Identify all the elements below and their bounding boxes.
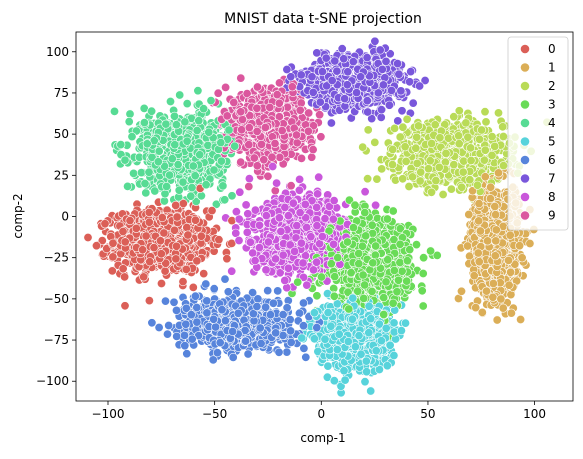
data-point-6 xyxy=(172,331,182,341)
data-point-6 xyxy=(301,352,311,362)
data-point-4 xyxy=(110,106,120,116)
data-point-6 xyxy=(154,322,164,332)
data-point-7 xyxy=(420,76,430,86)
data-point-8 xyxy=(235,187,245,197)
data-point-2 xyxy=(446,184,456,194)
data-point-9 xyxy=(244,182,254,192)
data-point-7 xyxy=(384,100,394,110)
chart-title: MNIST data t-SNE projection xyxy=(224,11,422,27)
data-point-1 xyxy=(516,314,526,324)
data-point-9 xyxy=(213,88,223,98)
data-point-2 xyxy=(480,107,490,117)
data-point-9 xyxy=(270,186,280,196)
data-point-8 xyxy=(227,266,237,276)
data-point-2 xyxy=(498,122,508,132)
data-point-6 xyxy=(161,296,171,306)
data-point-0 xyxy=(144,296,154,306)
data-point-3 xyxy=(388,206,398,216)
data-point-2 xyxy=(402,114,412,124)
data-point-4 xyxy=(166,97,176,107)
data-point-4 xyxy=(147,106,157,116)
data-point-0 xyxy=(120,272,130,282)
data-point-6 xyxy=(299,343,309,353)
data-point-6 xyxy=(282,347,292,357)
data-point-2 xyxy=(390,123,400,133)
data-point-8 xyxy=(244,174,254,184)
data-point-4 xyxy=(123,181,133,191)
data-point-6 xyxy=(220,274,230,284)
data-point-0 xyxy=(83,233,93,243)
points-layer xyxy=(83,36,552,398)
data-point-4 xyxy=(124,117,134,127)
data-point-6 xyxy=(180,341,190,351)
data-point-1 xyxy=(492,315,502,325)
data-point-7 xyxy=(326,118,336,128)
data-point-0 xyxy=(157,278,167,288)
data-point-4 xyxy=(125,109,135,119)
data-point-2 xyxy=(363,125,373,135)
data-point-6 xyxy=(147,318,157,328)
data-point-8 xyxy=(371,200,381,210)
data-point-3 xyxy=(418,301,428,311)
data-point-4 xyxy=(129,168,139,178)
data-point-4 xyxy=(182,99,192,109)
data-point-8 xyxy=(241,200,251,210)
data-point-0 xyxy=(188,282,198,292)
data-point-8 xyxy=(295,174,305,184)
data-point-3 xyxy=(418,268,428,278)
data-point-9 xyxy=(316,132,326,142)
data-point-2 xyxy=(370,137,380,147)
data-point-9 xyxy=(307,152,317,162)
data-point-8 xyxy=(314,172,324,182)
data-point-2 xyxy=(377,164,387,174)
data-point-3 xyxy=(312,291,322,301)
data-point-4 xyxy=(141,188,151,198)
